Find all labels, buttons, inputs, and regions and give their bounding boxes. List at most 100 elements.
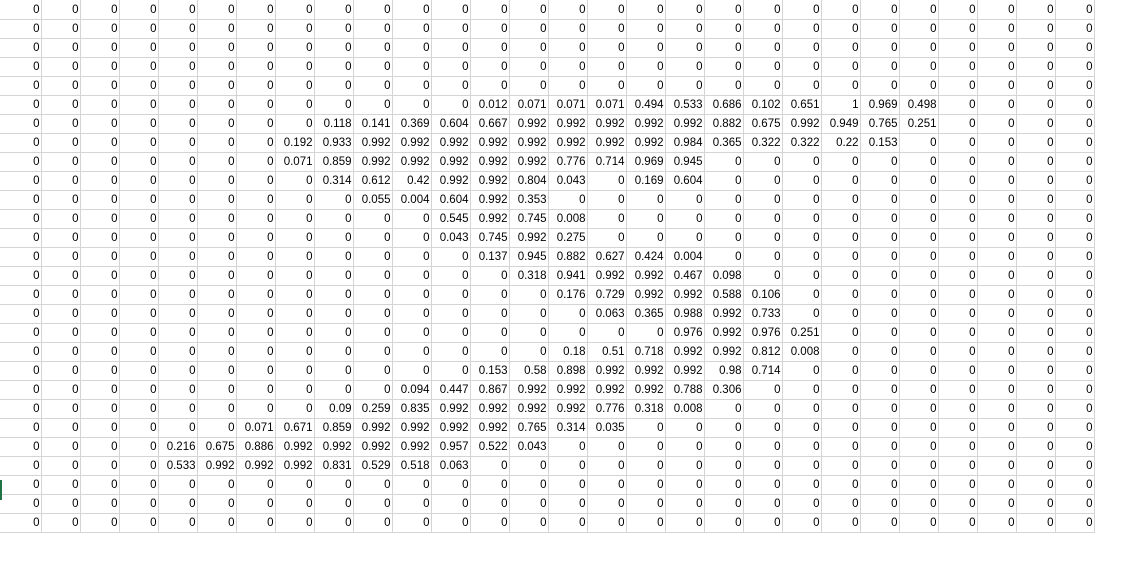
cell[interactable]: 0	[547, 322, 588, 343]
cell[interactable]: 0	[352, 0, 393, 20]
cell[interactable]: 0	[898, 151, 939, 172]
cell[interactable]: 0	[274, 265, 315, 286]
cell[interactable]: 0	[0, 246, 42, 267]
cell[interactable]: 0.992	[391, 132, 432, 153]
cell[interactable]: 0.941	[547, 265, 588, 286]
cell[interactable]: 0	[976, 94, 1017, 115]
cell[interactable]: 0	[40, 493, 81, 514]
cell[interactable]: 0	[430, 303, 471, 324]
cell[interactable]: 0	[1054, 132, 1095, 153]
cell[interactable]: 0	[352, 227, 393, 248]
cell[interactable]: 0.118	[313, 113, 354, 134]
cell[interactable]: 0	[196, 322, 237, 343]
cell[interactable]: 0	[586, 474, 627, 495]
cell[interactable]: 0	[664, 0, 705, 20]
cell[interactable]: 0	[157, 493, 198, 514]
cell[interactable]: 0	[79, 265, 120, 286]
cell[interactable]: 0.365	[625, 303, 666, 324]
cell[interactable]: 0	[313, 265, 354, 286]
cell[interactable]: 0	[118, 398, 159, 419]
cell[interactable]: 0	[703, 512, 744, 533]
cell[interactable]: 0	[118, 18, 159, 39]
cell[interactable]: 0	[79, 398, 120, 419]
cell[interactable]: 0	[313, 227, 354, 248]
cell[interactable]: 0.992	[625, 132, 666, 153]
cell[interactable]: 0	[586, 455, 627, 476]
cell[interactable]: 0	[898, 341, 939, 362]
cell[interactable]: 0	[157, 189, 198, 210]
cell[interactable]: 0	[742, 75, 783, 96]
cell[interactable]: 0	[898, 284, 939, 305]
cell[interactable]: 0.733	[742, 303, 783, 324]
cell[interactable]: 0	[391, 208, 432, 229]
cell[interactable]: 0	[1054, 493, 1095, 514]
cell[interactable]: 0	[118, 94, 159, 115]
cell[interactable]: 0.612	[352, 170, 393, 191]
cell[interactable]: 0	[0, 417, 42, 438]
cell[interactable]: 0	[79, 56, 120, 77]
cell[interactable]: 0	[859, 398, 900, 419]
cell[interactable]: 0	[1015, 56, 1056, 77]
cell[interactable]: 0	[781, 265, 822, 286]
cell[interactable]: 0	[781, 189, 822, 210]
cell[interactable]: 0.992	[352, 417, 393, 438]
cell[interactable]: 0	[469, 18, 510, 39]
cell[interactable]: 0	[1015, 37, 1056, 58]
cell[interactable]: 0	[79, 246, 120, 267]
cell[interactable]: 0	[586, 56, 627, 77]
cell[interactable]: 0	[742, 493, 783, 514]
cell[interactable]: 0	[157, 398, 198, 419]
cell[interactable]: 0	[976, 379, 1017, 400]
cell[interactable]: 0	[820, 512, 861, 533]
cell[interactable]: 0	[391, 18, 432, 39]
cell[interactable]: 0.729	[586, 284, 627, 305]
cell[interactable]: 0	[118, 417, 159, 438]
cell[interactable]: 0	[196, 265, 237, 286]
cell[interactable]: 0	[976, 265, 1017, 286]
cell[interactable]: 0	[1054, 113, 1095, 134]
cell[interactable]: 0	[625, 75, 666, 96]
cell[interactable]: 0	[898, 417, 939, 438]
cell[interactable]: 0.992	[430, 170, 471, 191]
cell[interactable]: 0	[235, 37, 276, 58]
cell[interactable]: 0	[820, 0, 861, 20]
cell[interactable]: 0	[1054, 56, 1095, 77]
cell[interactable]: 0	[898, 360, 939, 381]
cell[interactable]: 0	[157, 56, 198, 77]
cell[interactable]: 0	[1015, 303, 1056, 324]
cell[interactable]: 0	[313, 360, 354, 381]
cell[interactable]: 0.765	[859, 113, 900, 134]
cell[interactable]: 0	[118, 170, 159, 191]
cell[interactable]: 0	[586, 493, 627, 514]
cell[interactable]: 0.992	[664, 360, 705, 381]
cell[interactable]: 0	[547, 0, 588, 20]
cell[interactable]: 0	[235, 189, 276, 210]
cell[interactable]: 0	[274, 189, 315, 210]
cell[interactable]: 0	[1054, 94, 1095, 115]
cell[interactable]: 0	[40, 398, 81, 419]
cell[interactable]: 0	[820, 322, 861, 343]
cell[interactable]: 0.671	[274, 417, 315, 438]
cell[interactable]: 0	[196, 18, 237, 39]
cell[interactable]: 0	[937, 322, 978, 343]
cell[interactable]: 0	[313, 37, 354, 58]
cell[interactable]: 0	[157, 37, 198, 58]
cell[interactable]: 0	[859, 170, 900, 191]
cell[interactable]: 0	[118, 227, 159, 248]
cell[interactable]: 0	[586, 436, 627, 457]
cell[interactable]: 0	[235, 75, 276, 96]
cell[interactable]: 0	[859, 246, 900, 267]
cell[interactable]: 0	[547, 512, 588, 533]
cell[interactable]: 0	[976, 56, 1017, 77]
cell[interactable]: 0	[235, 56, 276, 77]
cell[interactable]: 0	[1054, 265, 1095, 286]
cell[interactable]: 0	[742, 18, 783, 39]
cell[interactable]: 0	[508, 341, 549, 362]
cell[interactable]: 0	[274, 398, 315, 419]
cell[interactable]: 0	[313, 303, 354, 324]
cell[interactable]: 0	[937, 455, 978, 476]
cell[interactable]: 0	[547, 18, 588, 39]
cell[interactable]: 0	[937, 113, 978, 134]
cell[interactable]: 0	[976, 455, 1017, 476]
cell[interactable]: 0	[430, 56, 471, 77]
